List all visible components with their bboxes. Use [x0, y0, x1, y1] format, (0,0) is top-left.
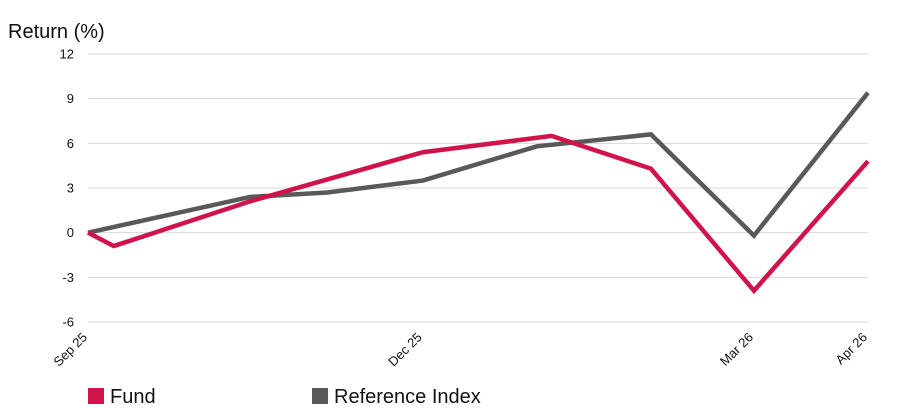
- y-tick-label: 12: [60, 47, 74, 62]
- x-tick-label: Sep 25: [50, 330, 90, 370]
- y-tick-label: -3: [62, 270, 74, 285]
- y-axis-ticks: 12 9 6 3 0 -3 -6: [60, 47, 74, 330]
- y-tick-label: 9: [67, 91, 74, 106]
- y-tick-label: -6: [62, 315, 74, 330]
- y-axis-title: Return (%): [8, 21, 105, 43]
- series-line: [86, 133, 870, 295]
- y-tick-label: 6: [67, 136, 74, 151]
- y-tick-label: 3: [67, 181, 74, 196]
- legend: Fund Reference Index: [88, 386, 481, 408]
- legend-label: Reference Index: [334, 386, 481, 408]
- x-tick-label: Dec 25: [385, 330, 425, 370]
- x-tick-label: Mar 26: [717, 330, 756, 369]
- y-tick-label: 0: [67, 225, 74, 240]
- grid-lines: [88, 53, 868, 323]
- legend-label: Fund: [110, 386, 156, 408]
- legend-swatch: [312, 388, 328, 404]
- legend-swatch: [88, 388, 104, 404]
- x-tick-label: Apr 26: [832, 330, 870, 368]
- x-axis-ticks: Sep 25 Dec 25 Mar 26 Apr 26: [50, 330, 870, 370]
- series-lines: [86, 91, 870, 295]
